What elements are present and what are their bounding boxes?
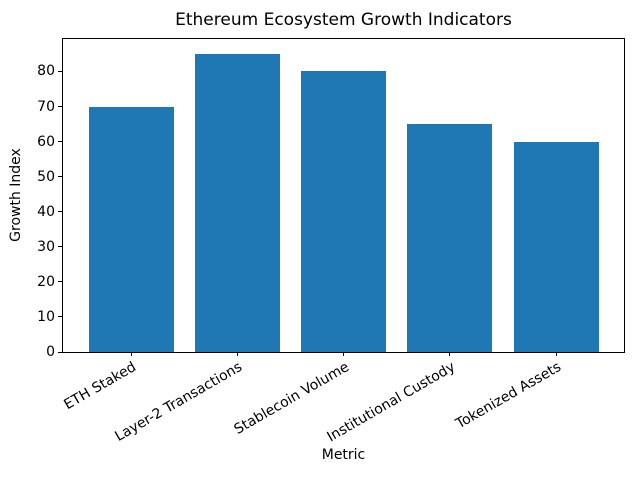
y-tick-mark xyxy=(58,141,62,143)
y-tick-mark xyxy=(58,211,62,213)
y-tick-label: 40 xyxy=(37,203,55,220)
bar-stablecoin-volume xyxy=(301,71,386,352)
y-tick-label: 0 xyxy=(46,344,55,360)
x-tick-mark xyxy=(555,352,557,356)
x-tick-label-tokenized-assets: Tokenized Assets xyxy=(453,359,564,433)
x-tick-label-eth-staked: ETH Staked xyxy=(61,359,140,414)
x-axis-label: Metric xyxy=(321,447,366,463)
y-tick-label: 10 xyxy=(37,308,55,325)
bar-tokenized-assets xyxy=(513,141,599,352)
y-tick-label: 30 xyxy=(37,238,55,255)
y-tick-label: 60 xyxy=(37,133,55,150)
bar-institutional-custody xyxy=(407,124,493,352)
y-tick-mark xyxy=(58,316,62,318)
y-tick-mark xyxy=(58,351,62,353)
bar-eth-staked xyxy=(88,106,174,352)
bar-layer-2-transactions xyxy=(194,53,280,352)
y-tick-label: 50 xyxy=(37,168,55,185)
y-tick-mark xyxy=(58,246,62,248)
y-tick-label: 20 xyxy=(37,273,55,290)
y-tick-label: 70 xyxy=(37,98,55,115)
x-tick-mark xyxy=(449,352,451,356)
x-tick-mark xyxy=(343,352,344,356)
y-tick-mark xyxy=(58,106,62,107)
x-tick-mark xyxy=(130,352,132,356)
y-tick-mark xyxy=(58,70,62,72)
x-tick-mark xyxy=(236,352,238,356)
chart-title: Ethereum Ecosystem Growth Indicators xyxy=(175,10,512,30)
y-tick-mark xyxy=(58,176,62,178)
plot-area: 0 10 20 30 40 50 60 70 80 ETH Staked Layer-2 Trans… xyxy=(37,38,625,445)
y-tick-mark xyxy=(58,281,62,283)
y-tick-label: 80 xyxy=(37,63,55,80)
y-axis-label: Growth Index xyxy=(8,148,24,242)
